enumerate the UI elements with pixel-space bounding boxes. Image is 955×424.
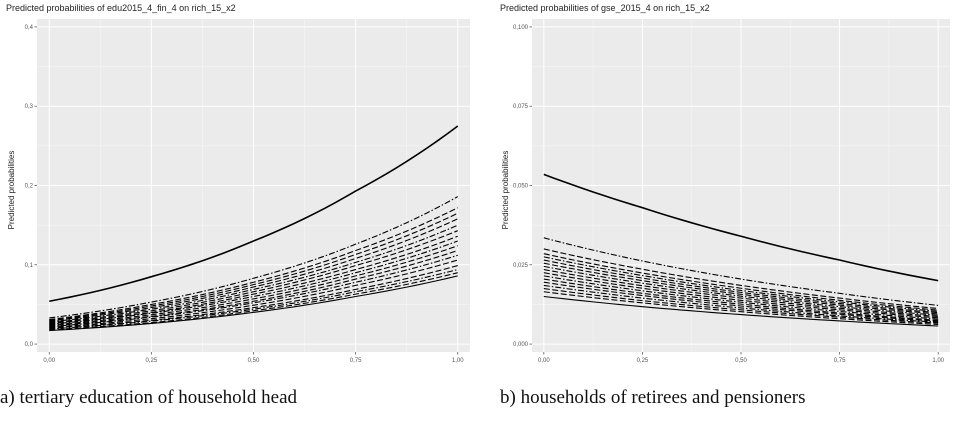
chart-a-y-tick-label: 0,0 — [25, 342, 34, 348]
chart-a-ylabel: Predicted probabilities — [7, 151, 16, 230]
chart-a-y-tick-label: 0,4 — [25, 25, 34, 31]
chart-b-y-tick-label: 0,025 — [513, 263, 529, 269]
chart-a-series-line-2 — [49, 196, 459, 319]
chart-a-series-line-17 — [49, 275, 458, 332]
chart-panel-b: 0,00 0,25 0,50 0,75 1,00 0,000 0,025 0,050 0,075… — [480, 0, 955, 424]
chart-b-series-line-10 — [543, 272, 939, 319]
chart-a-y-tick-label: 0,1 — [25, 263, 34, 269]
chart-a-series-line-5 — [49, 218, 458, 322]
chart-a-x-tick-label: 0,25 — [146, 358, 158, 364]
chart-b-x-tick-label: 0,75 — [834, 358, 846, 364]
chart-b-series-line-14 — [543, 284, 939, 323]
chart-b-series-line-5 — [543, 256, 939, 312]
chart-a-series-line-3 — [49, 207, 458, 321]
chart-b-title: Predicted probabilities of gse_2015_4 on… — [500, 3, 710, 13]
chart-b-y-tick-label: 0,000 — [513, 342, 529, 348]
chart-b-series-line-12 — [543, 278, 939, 321]
chart-a-series-line-1 — [49, 125, 459, 303]
chart-b-series-line-8 — [543, 265, 939, 316]
caption-a: a) tertiary education of household head — [0, 387, 298, 408]
chart-a-series-line-11 — [49, 249, 458, 327]
chart-b-series-line-11 — [543, 275, 939, 320]
chart-b: 0,00 0,25 0,50 0,75 1,00 0,000 0,025 0,050 0,075… — [500, 3, 950, 364]
chart-b-series-line-17 — [543, 295, 939, 327]
chart-b-x-tick-label: 0,50 — [735, 358, 747, 364]
chart-a-x-tick-label: 0,75 — [350, 358, 362, 364]
chart-b-y-tick-label: 0,050 — [513, 184, 529, 190]
chart-a: 0,00 0,25 0,50 0,75 1,00 0,0 0,1 0,2 0,3 0,4 Predi… — [6, 3, 470, 364]
chart-b-series-line-15 — [543, 288, 939, 324]
chart-a-series-line-16 — [49, 272, 458, 331]
chart-a-y-tick-label: 0,2 — [25, 184, 34, 190]
chart-a-series-line-10 — [49, 245, 458, 326]
chart-b-series-line-7 — [543, 262, 939, 315]
chart-b-series-line-16 — [543, 291, 939, 325]
chart-a-series-line-4 — [49, 212, 458, 321]
chart-a-series-line-6 — [49, 224, 458, 323]
chart-b-series-line-1 — [543, 173, 939, 282]
chart-b-series-line-9 — [543, 268, 939, 318]
chart-b-series-line-6 — [543, 259, 939, 314]
chart-a-y-tick-label: 0,3 — [25, 104, 34, 110]
chart-a-series-line-9 — [49, 240, 458, 325]
chart-b-ylabel: Predicted probabilities — [501, 151, 510, 230]
chart-b-y-tick-label: 0,100 — [513, 25, 529, 31]
chart-b-x-tick-label: 0,25 — [637, 358, 649, 364]
chart-b-series-line-2 — [543, 237, 939, 306]
chart-b-series-line-4 — [543, 253, 939, 311]
chart-a-series-line-8 — [49, 235, 458, 325]
chart-panel-a: 0,00 0,25 0,50 0,75 1,00 0,0 0,1 0,2 0,3 0,4 Predi… — [6, 3, 470, 364]
chart-b-y-tick-label: 0,075 — [513, 104, 529, 110]
chart-a-title: Predicted probabilities of edu2015_4_fin… — [6, 3, 236, 13]
chart-b-x-tick-label: 1,00 — [932, 358, 944, 364]
caption-b: b) households of retirees and pensioners — [500, 387, 806, 408]
chart-b-series-line-3 — [543, 248, 939, 310]
chart-a-x-tick-label: 1,00 — [452, 358, 464, 364]
chart-a-x-tick-label: 0,50 — [248, 358, 260, 364]
chart-a-series-line-14 — [49, 265, 458, 329]
chart-b-x-tick-label: 0,00 — [538, 358, 550, 364]
chart-a-x-tick-label: 0,00 — [43, 358, 55, 364]
chart-b-series-line-13 — [543, 281, 939, 322]
chart-a-series-line-7 — [49, 230, 458, 324]
chart-a-series-line-13 — [49, 259, 458, 328]
